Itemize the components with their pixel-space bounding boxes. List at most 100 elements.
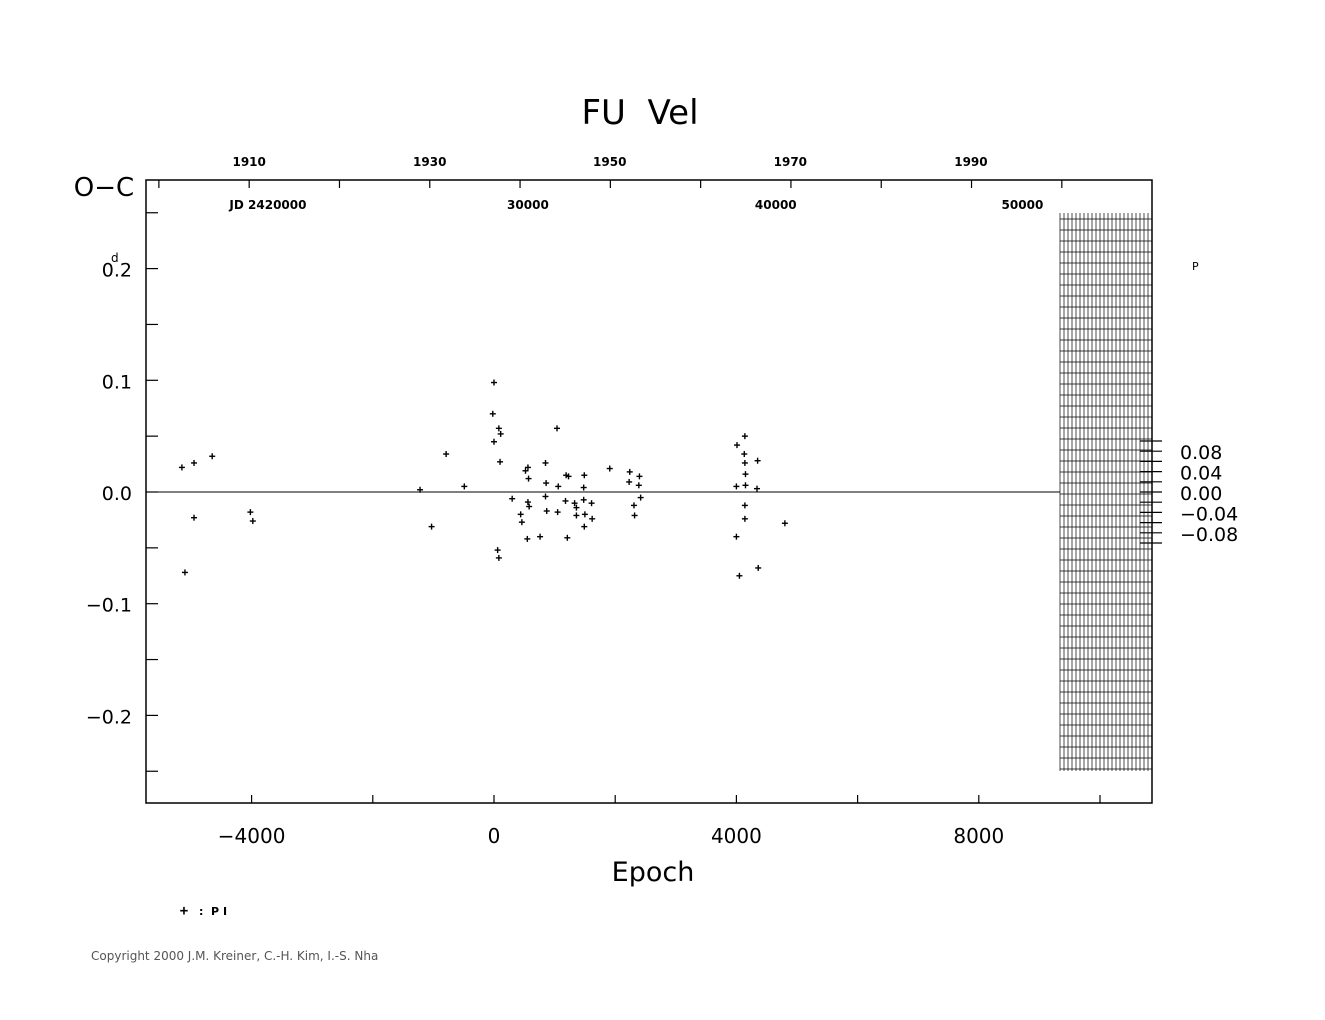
data-point bbox=[542, 459, 549, 466]
y-tick-label: 0.0 bbox=[102, 483, 132, 505]
data-point bbox=[581, 523, 588, 530]
data-point bbox=[626, 478, 633, 485]
y2-tick-label: −0.08 bbox=[1180, 524, 1238, 546]
year-label: 1930 bbox=[413, 155, 446, 169]
data-point bbox=[428, 523, 435, 530]
jd-label: 50000 bbox=[1002, 198, 1044, 212]
data-point bbox=[178, 464, 185, 471]
data-point bbox=[754, 485, 761, 492]
data-point bbox=[581, 511, 588, 518]
legend-text: : P I bbox=[199, 905, 227, 918]
data-point bbox=[573, 504, 580, 511]
data-point bbox=[562, 497, 569, 504]
data-point bbox=[526, 503, 533, 510]
x-tick-label: 4000 bbox=[711, 824, 762, 848]
data-point bbox=[741, 502, 748, 509]
jd-label: 40000 bbox=[755, 198, 797, 212]
year-label: 1950 bbox=[593, 155, 626, 169]
data-point bbox=[742, 471, 749, 478]
data-point bbox=[571, 500, 578, 507]
data-point bbox=[555, 483, 562, 490]
year-label: 1990 bbox=[954, 155, 987, 169]
data-point bbox=[495, 425, 502, 432]
jd-label: JD 2420000 bbox=[228, 198, 306, 212]
data-point bbox=[191, 514, 198, 521]
data-point bbox=[524, 499, 531, 506]
top-date-labels: 1910 1930 1950 1970 1990 JD 2420000 30000 40000… bbox=[228, 155, 1043, 212]
data-point bbox=[580, 496, 587, 503]
future-hatch bbox=[1059, 213, 1153, 771]
data-point bbox=[554, 509, 561, 516]
data-point bbox=[461, 483, 468, 490]
y-unit-superscript: d bbox=[111, 251, 119, 265]
data-point bbox=[489, 410, 496, 417]
data-point bbox=[191, 459, 198, 466]
data-point bbox=[781, 520, 788, 527]
y2-tick-label: 0.00 bbox=[1180, 483, 1222, 505]
data-point bbox=[630, 502, 637, 509]
data-point bbox=[636, 473, 643, 480]
data-point bbox=[494, 547, 501, 554]
data-point bbox=[581, 472, 588, 479]
data-point bbox=[491, 438, 497, 445]
data-point bbox=[734, 442, 741, 449]
data-point bbox=[565, 473, 572, 480]
data-point bbox=[247, 509, 254, 516]
y2-tick-label: −0.04 bbox=[1180, 503, 1238, 525]
data-point bbox=[525, 475, 532, 482]
data-point bbox=[564, 534, 571, 541]
data-point bbox=[497, 458, 504, 465]
data-point bbox=[524, 464, 531, 471]
data-point bbox=[588, 500, 595, 507]
data-point bbox=[637, 494, 644, 501]
data-point bbox=[417, 486, 424, 493]
data-point bbox=[626, 468, 633, 475]
year-label: 1910 bbox=[232, 155, 265, 169]
y2-tick-label: 0.04 bbox=[1180, 463, 1222, 485]
data-point bbox=[495, 554, 502, 561]
data-point bbox=[522, 467, 529, 474]
data-point bbox=[631, 512, 638, 519]
data-point bbox=[249, 518, 256, 525]
x-tick-label: 8000 bbox=[953, 824, 1004, 848]
tick-labels: 0.2 0.1 0.0 −0.1 −0.2 0.080.040.00−0.04−0.08 −… bbox=[86, 260, 1238, 848]
x-tick-label: −4000 bbox=[218, 824, 286, 848]
legend-symbol: + bbox=[180, 903, 188, 919]
data-point bbox=[543, 480, 550, 487]
y-tick-label: −0.1 bbox=[86, 595, 132, 617]
data-point bbox=[606, 465, 613, 472]
data-points bbox=[178, 379, 788, 579]
data-point bbox=[181, 569, 188, 576]
data-point bbox=[741, 515, 748, 522]
year-label: 1970 bbox=[774, 155, 807, 169]
data-point bbox=[518, 519, 525, 526]
data-point bbox=[443, 451, 450, 458]
x-tick-label: 0 bbox=[488, 824, 501, 848]
data-point bbox=[736, 572, 743, 579]
data-point bbox=[209, 453, 216, 460]
y-tick-label: −0.2 bbox=[86, 706, 132, 728]
data-point bbox=[497, 430, 504, 437]
data-point bbox=[554, 425, 561, 432]
data-point bbox=[742, 482, 749, 489]
data-point bbox=[517, 511, 524, 518]
data-point bbox=[580, 484, 587, 491]
data-point bbox=[741, 459, 748, 466]
y-tick-label: 0.2 bbox=[102, 260, 132, 282]
data-point bbox=[573, 512, 580, 519]
data-point bbox=[543, 507, 550, 514]
data-point bbox=[524, 535, 531, 542]
data-point bbox=[755, 564, 762, 571]
data-point bbox=[733, 483, 740, 490]
data-point bbox=[542, 493, 549, 500]
y-axis-label: O−C bbox=[74, 173, 134, 203]
data-point bbox=[741, 451, 748, 458]
data-point bbox=[589, 515, 596, 522]
x-axis-label: Epoch bbox=[612, 857, 695, 888]
data-point bbox=[509, 495, 516, 502]
y2-tick-label: 0.08 bbox=[1180, 442, 1222, 464]
chart-title: FU Vel bbox=[581, 93, 698, 133]
y2-unit-superscript: P bbox=[1192, 260, 1199, 273]
jd-label: 30000 bbox=[507, 198, 549, 212]
